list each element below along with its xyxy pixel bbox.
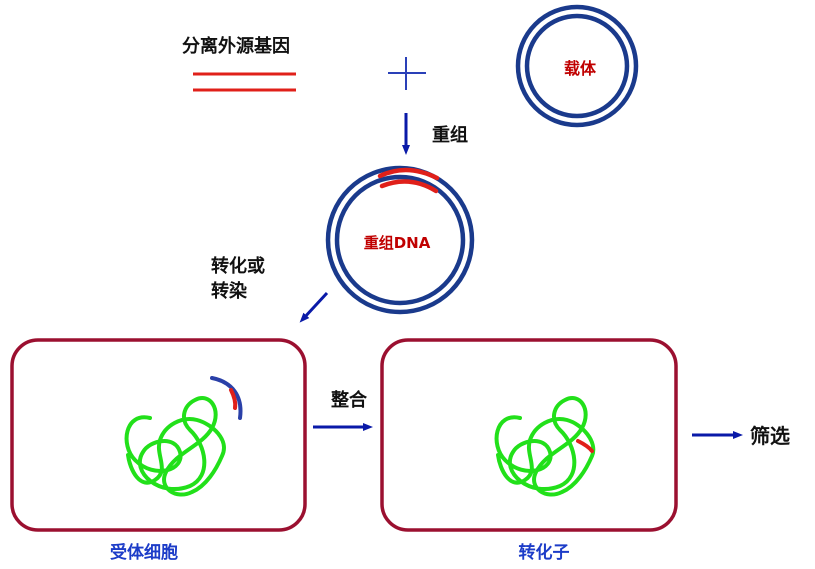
vector-label: 载体 (564, 59, 597, 78)
transformant-cell-box (380, 338, 678, 532)
transformation-label-line2: 转染 (211, 280, 248, 302)
plus-icon (388, 57, 426, 90)
recipient-cell-label: 受体细胞 (110, 542, 178, 563)
recipient-chromosome (124, 376, 243, 497)
transformation-label-line1: 转化或 (211, 255, 265, 277)
integration-label: 整合 (330, 389, 368, 411)
arrow-down-left-icon (299, 291, 329, 323)
recombinant-dna-label: 重组DNA (364, 234, 431, 252)
recombination-label: 重组 (432, 124, 468, 146)
recipient-cell-box (10, 338, 307, 532)
foreign-gene-label: 分离外源基因 (182, 35, 290, 57)
transformant-chromosome (494, 396, 596, 497)
recombinant-plasmid (325, 165, 475, 315)
transformant-label: 转化子 (519, 542, 570, 563)
vector-plasmid (515, 4, 639, 128)
screening-label: 筛选 (750, 424, 790, 448)
foreign-gene-double-line (193, 72, 296, 92)
